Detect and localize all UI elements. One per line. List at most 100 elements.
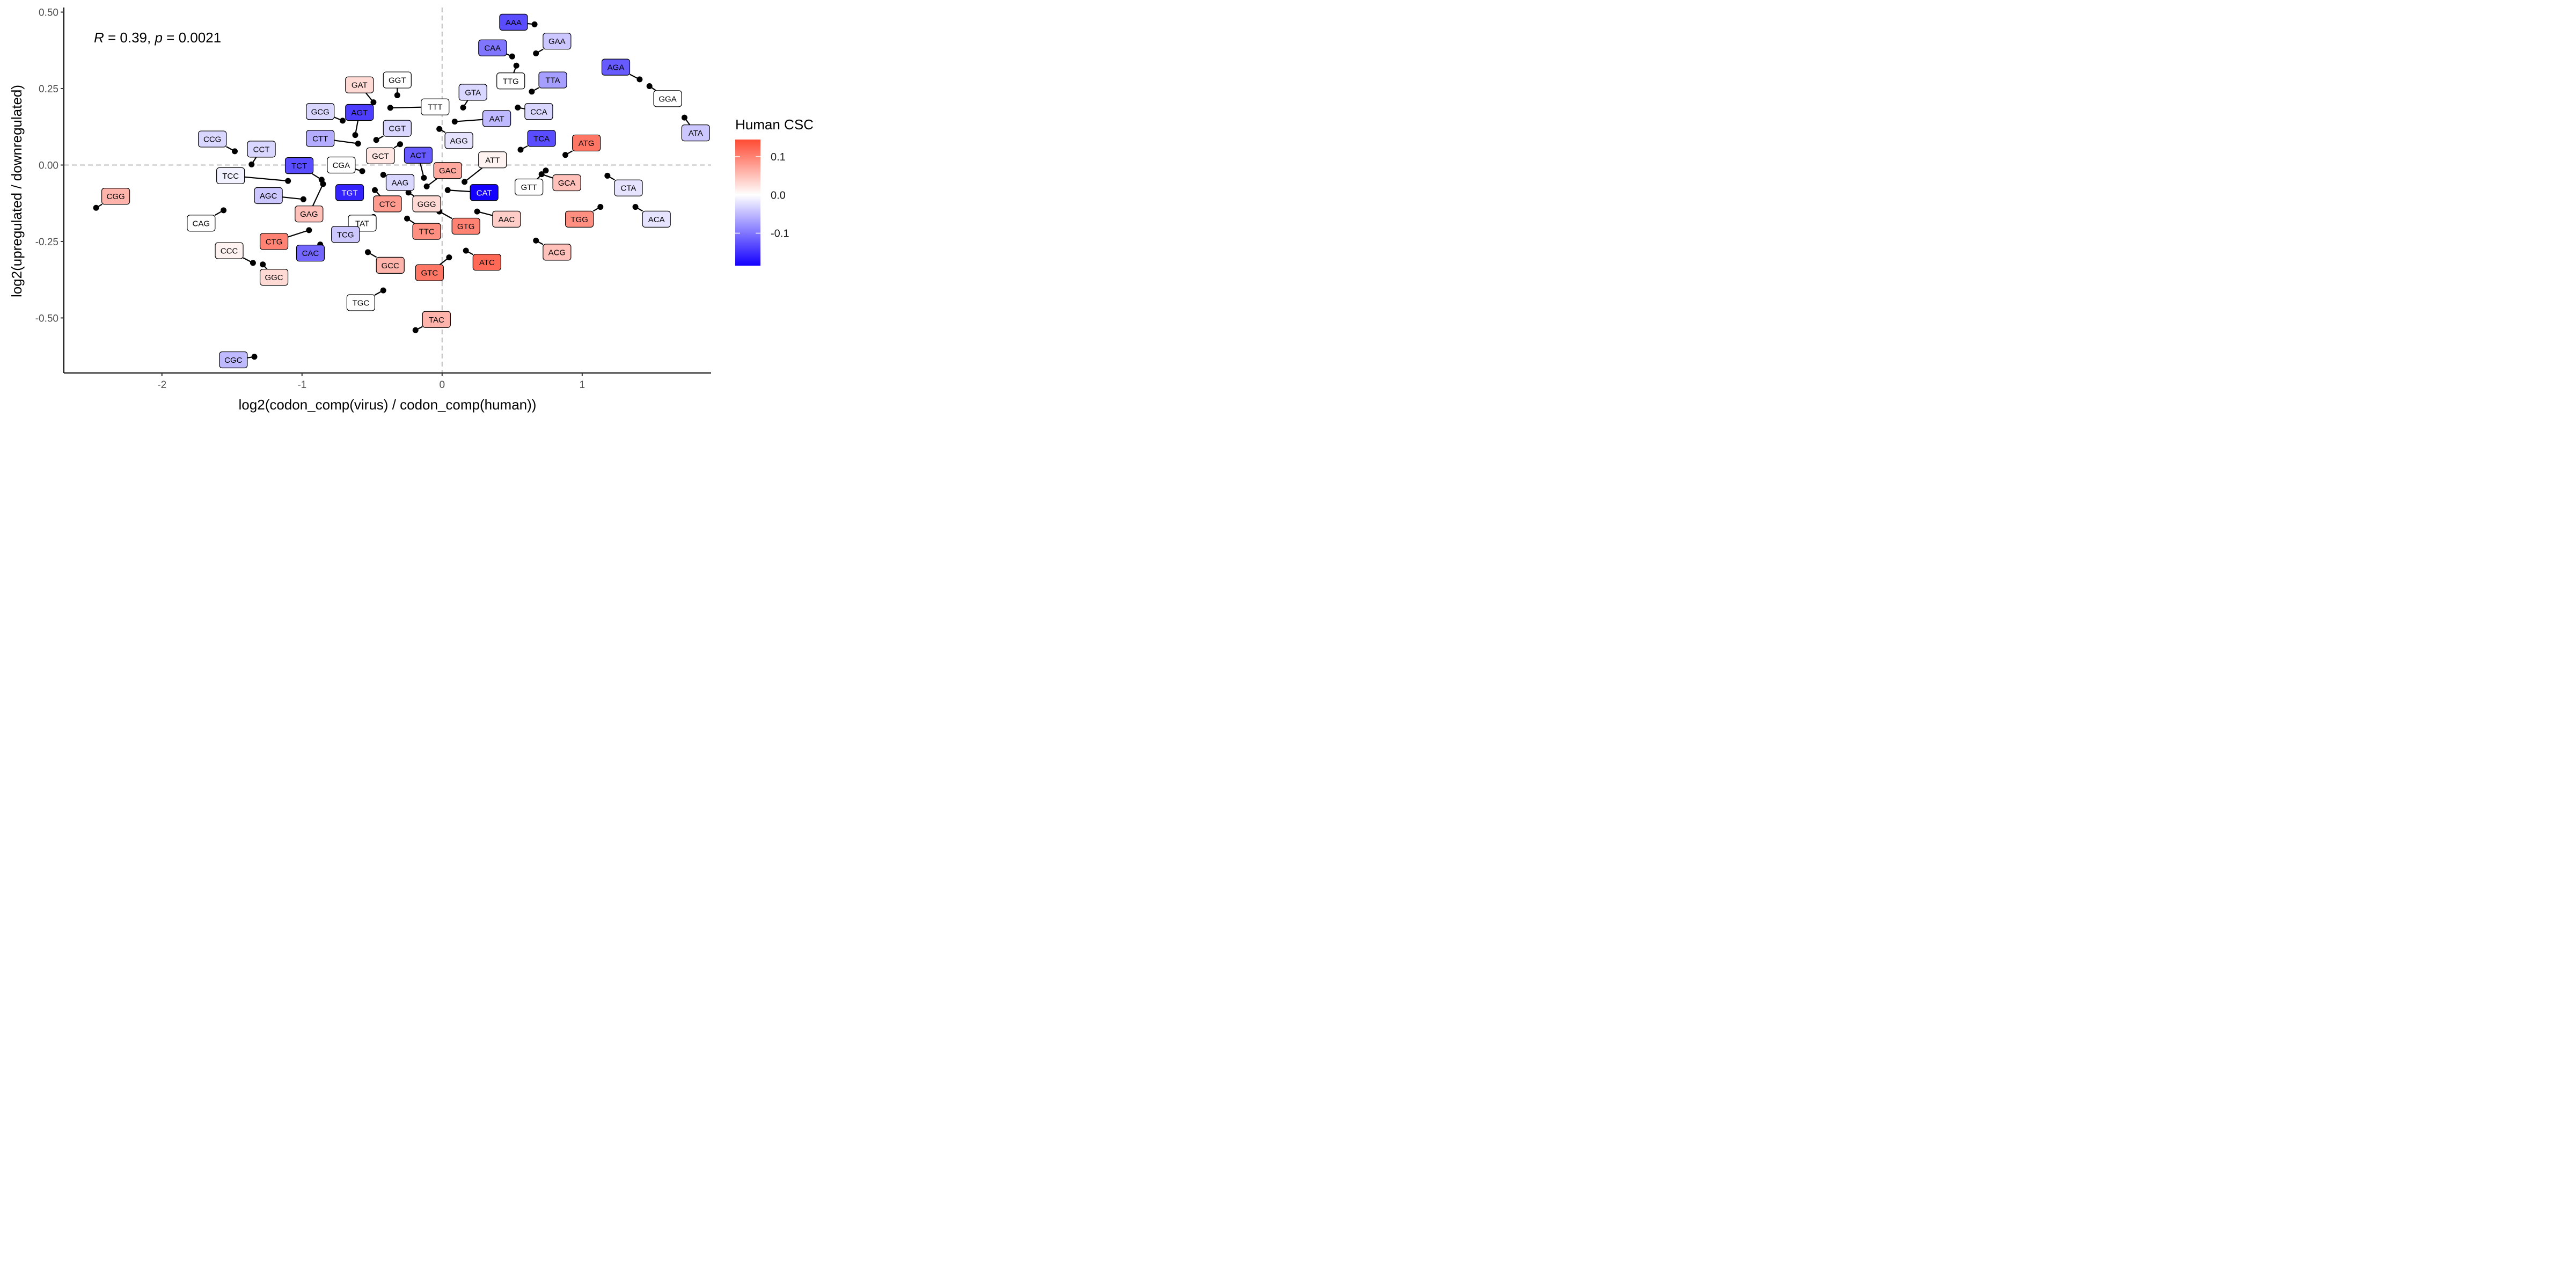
y-tick-label: 0.25 — [39, 84, 58, 95]
label-GAG: GAG — [295, 206, 324, 223]
label-text-CTC: CTC — [379, 200, 396, 209]
label-text-ACG: ACG — [548, 248, 566, 257]
point-GAT — [370, 99, 377, 106]
label-CGT: CGT — [383, 120, 412, 137]
label-text-ATA: ATA — [689, 129, 703, 138]
label-AGT: AGT — [345, 104, 374, 121]
label-CTG: CTG — [259, 233, 289, 250]
label-text-AAA: AAA — [506, 18, 522, 27]
label-text-AGG: AGG — [450, 136, 467, 145]
label-text-GTT: GTT — [521, 183, 537, 192]
y-tick-label: 0.50 — [39, 8, 58, 19]
label-box-CGT — [383, 120, 412, 137]
connector-CTG — [288, 229, 310, 238]
label-box-ACT — [404, 147, 433, 164]
label-box-GGT — [383, 71, 412, 89]
point-CCC — [250, 260, 256, 266]
legend-ticks: 0.1 0.0 -0.1 — [735, 151, 789, 239]
label-text-CAG: CAG — [193, 219, 210, 228]
label-CTT: CTT — [306, 130, 335, 147]
label-text-TGT: TGT — [342, 188, 358, 197]
label-text-TAT: TAT — [355, 219, 369, 228]
label-CCC: CCC — [215, 242, 244, 259]
legend-tick-label: -0.1 — [771, 228, 789, 239]
point-TTC — [404, 215, 411, 222]
label-box-CTC — [373, 195, 402, 213]
legend-tick-label: 0.0 — [771, 189, 786, 201]
label-box-CTA — [614, 179, 643, 196]
label-GGC: GGC — [259, 269, 289, 286]
x-tick-label: 1 — [580, 379, 586, 391]
point-GGC — [260, 261, 266, 268]
label-text-ATT: ATT — [485, 156, 500, 165]
label-box-GCT — [366, 147, 395, 164]
point-GCG — [339, 118, 346, 124]
label-box-GAT — [345, 76, 374, 93]
label-text-GGT: GGT — [389, 76, 406, 85]
y-axis-ticks: 0.50 0.25 0.00 -0.25 -0.50 — [35, 8, 64, 324]
label-text-AAG: AAG — [392, 178, 409, 187]
point-CAA — [509, 53, 515, 60]
label-text-GTG: GTG — [457, 222, 475, 231]
point-ATG — [562, 152, 569, 158]
label-GAC: GAC — [433, 162, 462, 179]
label-CAG: CAG — [187, 215, 216, 232]
label-ATA: ATA — [681, 125, 710, 142]
label-text-CTA: CTA — [621, 184, 636, 193]
label-box-GCC — [376, 257, 405, 274]
point-TGG — [597, 204, 604, 210]
point-GGT — [394, 92, 400, 99]
label-box-CGG — [101, 188, 130, 205]
label-box-TAC — [422, 311, 451, 328]
label-TAC: TAC — [422, 311, 451, 328]
label-box-ATG — [572, 134, 601, 152]
point-ACG — [533, 237, 539, 244]
label-AGC: AGC — [254, 187, 283, 204]
label-box-AAA — [499, 13, 528, 31]
label-box-TCC — [216, 167, 245, 185]
point-AGA — [636, 76, 643, 83]
label-box-CAA — [478, 39, 507, 56]
label-AGA: AGA — [601, 58, 631, 76]
label-ACT: ACT — [404, 147, 433, 164]
connector-CTT — [334, 140, 358, 144]
label-text-GGC: GGC — [265, 273, 283, 282]
label-box-CTT — [306, 130, 335, 147]
point-GAA — [533, 50, 539, 56]
point-TAC — [412, 327, 419, 333]
label-box-GTC — [415, 264, 444, 281]
label-box-CCC — [215, 242, 244, 259]
label-text-ACT: ACT — [410, 151, 426, 160]
label-text-AAC: AAC — [498, 215, 515, 224]
label-box-AGA — [601, 58, 631, 76]
label-AAA: AAA — [499, 13, 528, 31]
label-box-CGC — [219, 351, 248, 369]
label-box-TCA — [527, 130, 556, 147]
label-text-CAT: CAT — [477, 188, 492, 197]
point-CGC — [251, 354, 258, 360]
label-box-TTA — [538, 71, 567, 89]
label-text-TAC: TAC — [429, 316, 444, 325]
label-text-TCG: TCG — [337, 230, 354, 239]
label-CCA: CCA — [524, 103, 553, 120]
point-AAA — [531, 21, 538, 27]
label-GGA: GGA — [653, 90, 682, 107]
connector-TTT — [390, 106, 421, 109]
label-text-CCC: CCC — [221, 247, 238, 256]
label-CAC: CAC — [296, 245, 325, 262]
label-text-AGC: AGC — [260, 192, 277, 201]
label-TGT: TGT — [335, 184, 364, 201]
label-text-GGG: GGG — [418, 200, 436, 209]
label-box-GTA — [458, 84, 487, 101]
label-TCT: TCT — [284, 157, 314, 174]
correlation-annotation: R = 0.39, p = 0.0021 — [94, 30, 221, 46]
label-text-TTC: TTC — [419, 228, 435, 237]
connector-ATT — [464, 167, 483, 182]
label-text-CCG: CCG — [203, 135, 221, 144]
label-TGC: TGC — [346, 294, 376, 311]
label-text-GGA: GGA — [658, 94, 676, 104]
point-ACA — [632, 204, 639, 210]
label-text-GAT: GAT — [352, 81, 368, 90]
y-axis-title: log2(upregulated / downregulated) — [9, 85, 25, 297]
point-ATA — [681, 114, 687, 121]
